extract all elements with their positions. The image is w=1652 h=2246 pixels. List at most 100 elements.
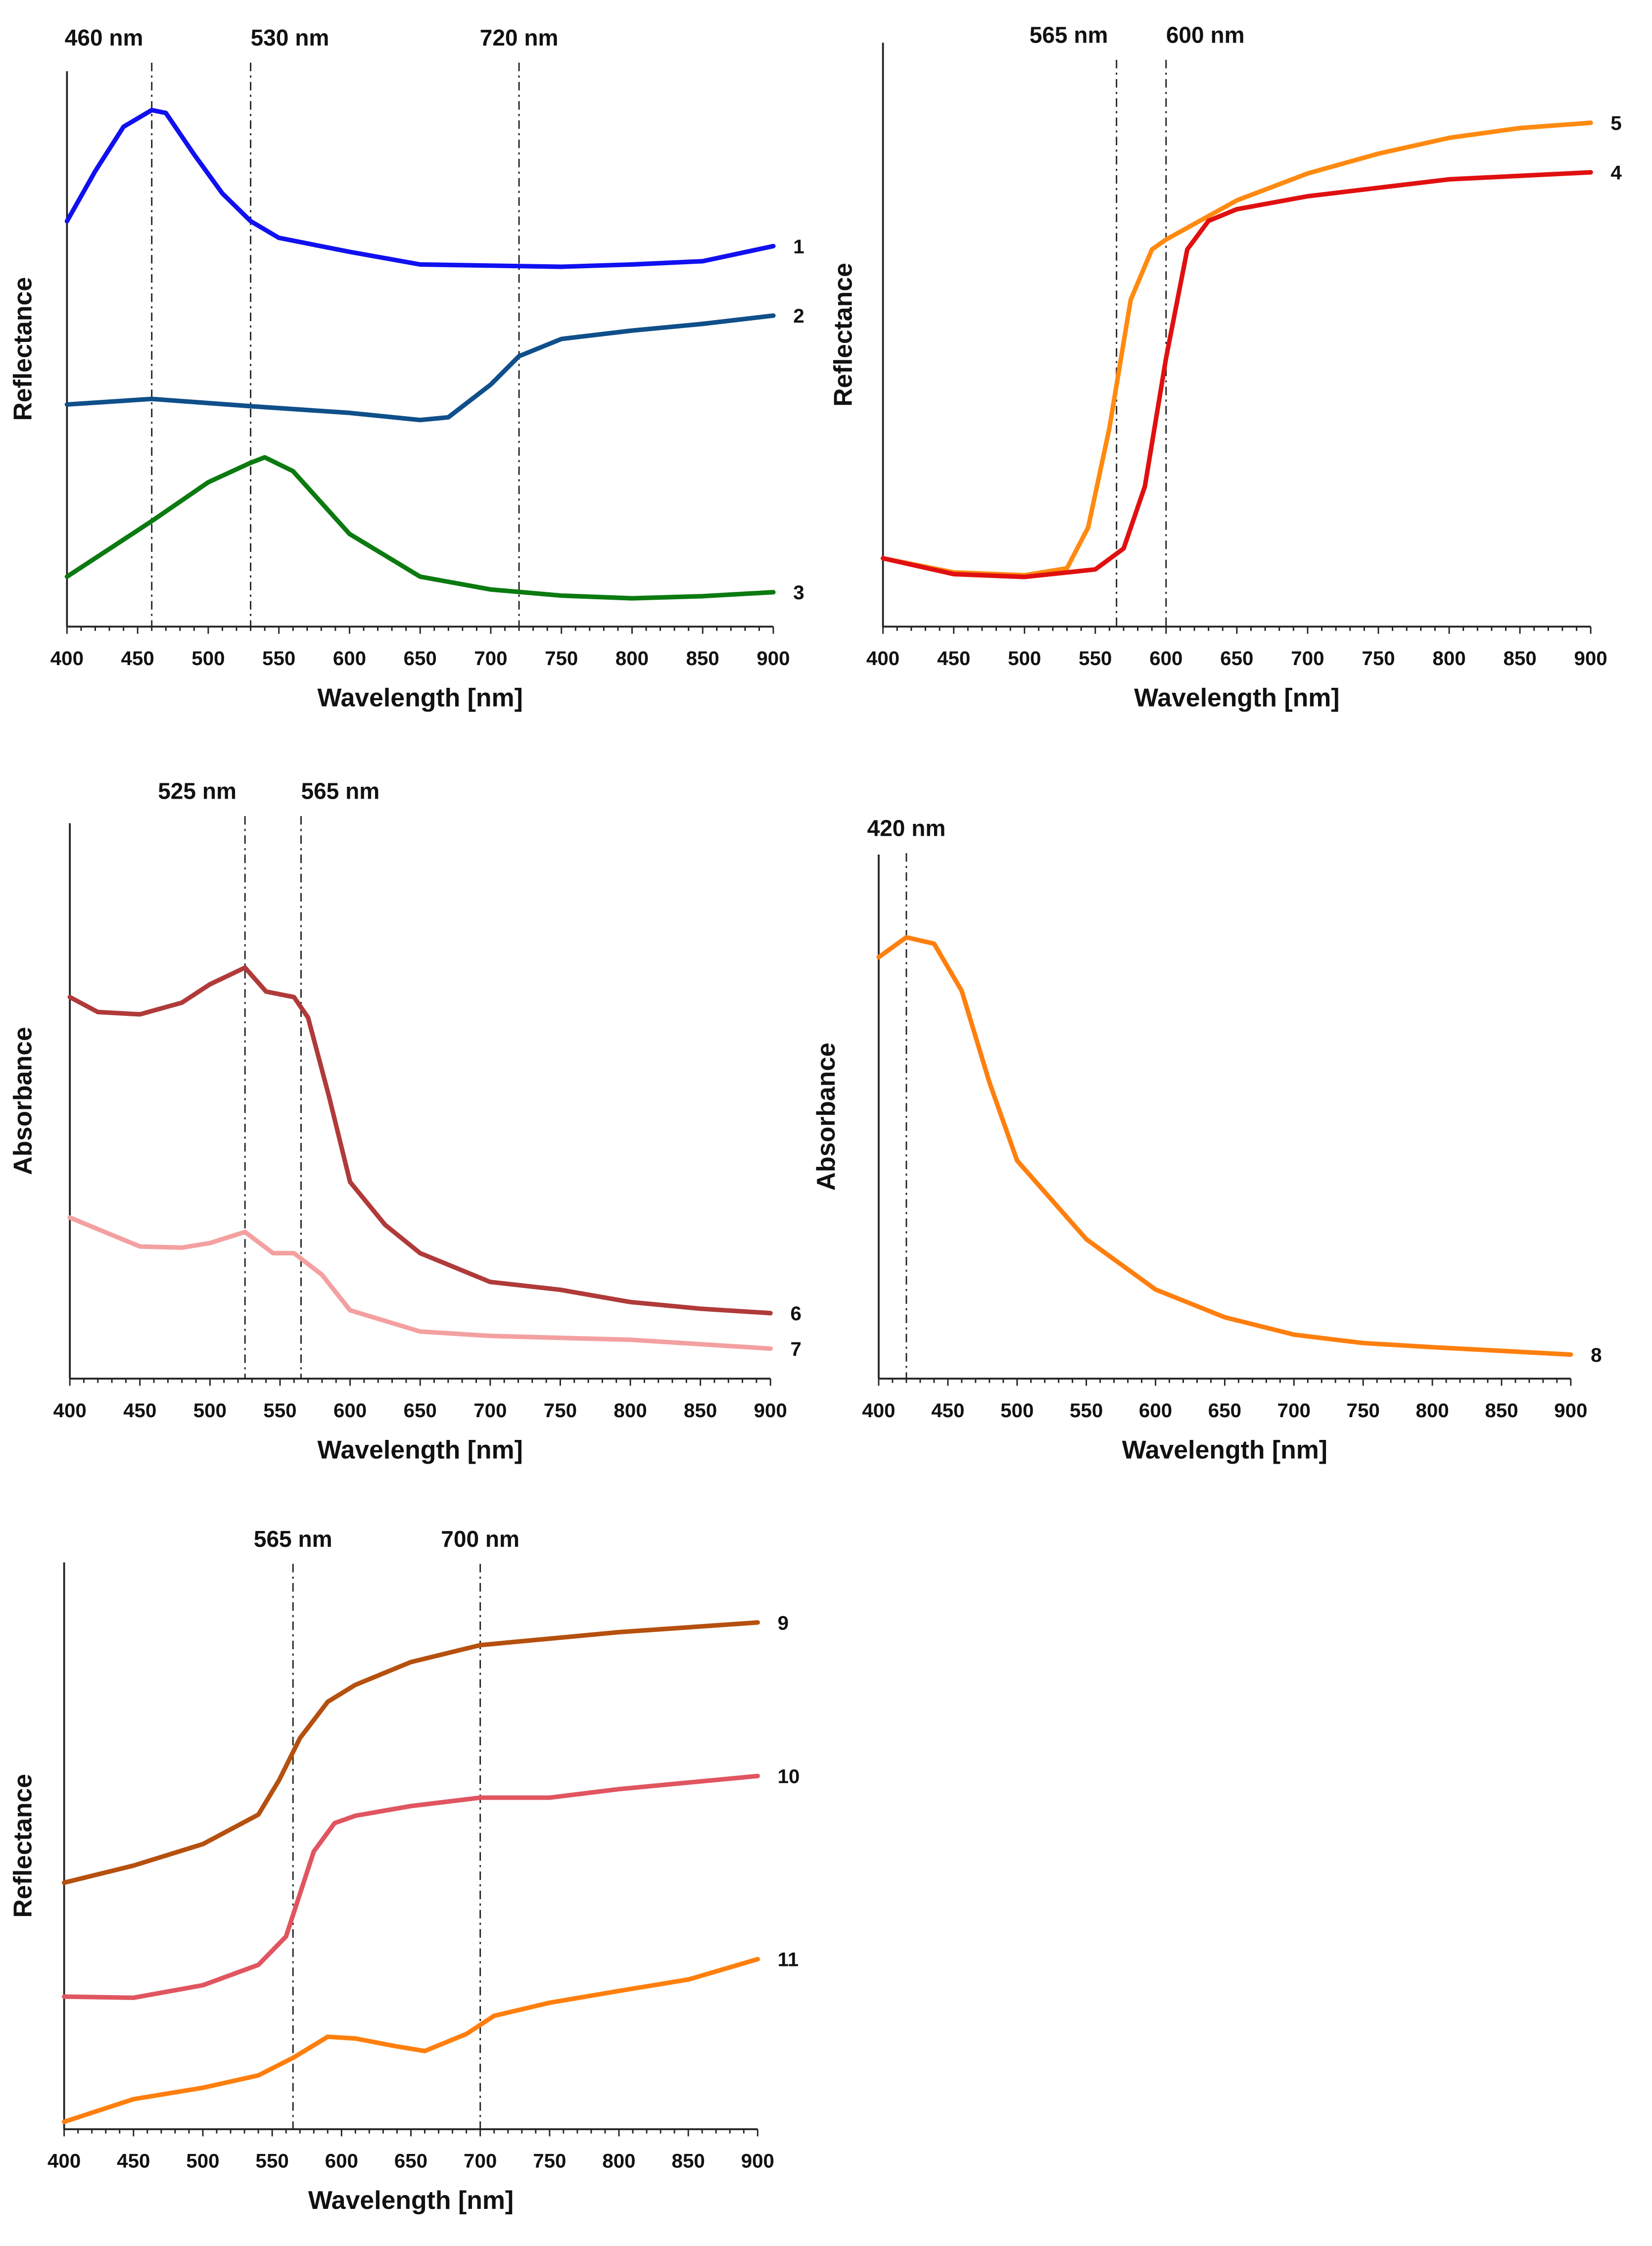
marker-label: 600 nm bbox=[1166, 22, 1245, 48]
series-label: 1 bbox=[793, 236, 804, 258]
x-tick-label: 550 bbox=[256, 2150, 289, 2172]
x-tick-label: 400 bbox=[47, 2150, 81, 2172]
marker-label: 565 nm bbox=[1030, 22, 1108, 48]
x-tick-label: 800 bbox=[1416, 1399, 1449, 1422]
x-tick-label: 750 bbox=[533, 2150, 566, 2172]
x-tick-label: 850 bbox=[672, 2150, 705, 2172]
x-tick-label: 650 bbox=[404, 1399, 437, 1422]
series-label: 8 bbox=[1591, 1344, 1602, 1366]
x-tick-label: 550 bbox=[262, 647, 295, 669]
x-axis-title: Wavelength [nm] bbox=[1134, 683, 1339, 712]
marker-label: 720 nm bbox=[480, 25, 559, 50]
x-axis-title: Wavelength [nm] bbox=[1122, 1435, 1327, 1464]
y-axis-title: Reflectance bbox=[8, 277, 37, 421]
x-tick-label: 650 bbox=[1220, 647, 1253, 669]
y-axis-title: Reflectance bbox=[8, 1774, 37, 1918]
x-tick-label: 400 bbox=[866, 647, 899, 669]
x-tick-label: 700 bbox=[1277, 1399, 1311, 1422]
series-line-7 bbox=[67, 1215, 773, 1351]
x-tick-label: 650 bbox=[1208, 1399, 1241, 1422]
chart-panel-4: 400 450 500 550 600 650 700 750 800 850 900 Wavelen… bbox=[811, 815, 1602, 1464]
x-tick-label: 850 bbox=[1503, 647, 1536, 669]
x-tick-label: 900 bbox=[756, 647, 790, 669]
x-tick-label: 400 bbox=[50, 647, 84, 669]
x-tick-label: 850 bbox=[684, 1399, 717, 1422]
x-tick-label: 850 bbox=[1485, 1399, 1518, 1422]
x-tick-label: 400 bbox=[862, 1399, 895, 1422]
x-tick-label: 600 bbox=[333, 1399, 367, 1422]
series-line-10 bbox=[62, 1773, 760, 2000]
x-tick-label: 900 bbox=[754, 1399, 787, 1422]
series-line-3 bbox=[64, 455, 776, 601]
x-tick-label: 500 bbox=[191, 647, 225, 669]
x-tick-label: 550 bbox=[1070, 1399, 1103, 1422]
x-tick-label: 750 bbox=[545, 647, 578, 669]
series-line-2 bbox=[64, 313, 776, 423]
chart-panel-2: 400 450 500 550 600 650 700 750 800 850 900 Wavelen… bbox=[828, 22, 1622, 712]
marker-label: 565 nm bbox=[301, 778, 379, 804]
series-label: 10 bbox=[778, 1766, 800, 1788]
x-tick-label: 550 bbox=[1079, 647, 1112, 669]
series-line-6 bbox=[67, 965, 773, 1316]
x-tick-label: 450 bbox=[123, 1399, 156, 1422]
series-label: 11 bbox=[778, 1949, 799, 1971]
series-line-1 bbox=[64, 107, 776, 269]
x-tick-label: 900 bbox=[1574, 647, 1607, 669]
marker-label: 460 nm bbox=[65, 25, 143, 50]
y-axis-title: Absorbance bbox=[8, 1027, 37, 1175]
x-tick-label: 800 bbox=[615, 647, 649, 669]
x-axis-title: Wavelength [nm] bbox=[308, 2186, 514, 2214]
x-tick-label: 750 bbox=[1347, 1399, 1380, 1422]
x-tick-label: 700 bbox=[464, 2150, 497, 2172]
x-tick-label: 450 bbox=[121, 647, 154, 669]
x-tick-label: 650 bbox=[394, 2150, 427, 2172]
marker-label: 420 nm bbox=[867, 815, 946, 841]
x-tick-label: 600 bbox=[325, 2150, 358, 2172]
series-line-4 bbox=[881, 170, 1593, 579]
x-tick-label: 900 bbox=[1554, 1399, 1587, 1422]
x-tick-label: 750 bbox=[544, 1399, 577, 1422]
x-tick-label: 450 bbox=[117, 2150, 150, 2172]
x-tick-label: 700 bbox=[474, 647, 507, 669]
series-line-5 bbox=[881, 120, 1593, 578]
x-tick-label: 600 bbox=[1139, 1399, 1172, 1422]
x-tick-label: 850 bbox=[686, 647, 719, 669]
marker-label: 700 nm bbox=[441, 1526, 519, 1552]
x-tick-label: 400 bbox=[53, 1399, 87, 1422]
series-label: 5 bbox=[1610, 112, 1621, 134]
x-tick-label: 450 bbox=[931, 1399, 964, 1422]
x-tick-label: 750 bbox=[1362, 647, 1395, 669]
series-label: 7 bbox=[791, 1338, 802, 1360]
x-tick-label: 900 bbox=[741, 2150, 774, 2172]
series-line-11 bbox=[62, 1957, 760, 2124]
marker-label: 530 nm bbox=[251, 25, 330, 50]
chart-panel-3: 400 450 500 550 600 650 700 750 800 850 900 Wavelen… bbox=[8, 778, 802, 1464]
x-tick-label: 800 bbox=[602, 2150, 635, 2172]
marker-label: 565 nm bbox=[254, 1526, 332, 1552]
x-tick-label: 700 bbox=[1291, 647, 1324, 669]
y-axis-title: Absorbance bbox=[811, 1043, 840, 1191]
y-axis-title: Reflectance bbox=[828, 263, 857, 407]
x-tick-label: 500 bbox=[1000, 1399, 1034, 1422]
marker-label: 525 nm bbox=[158, 778, 236, 804]
x-tick-label: 500 bbox=[186, 2150, 219, 2172]
x-tick-label: 600 bbox=[333, 647, 366, 669]
x-tick-label: 450 bbox=[937, 647, 970, 669]
series-label: 9 bbox=[778, 1612, 789, 1634]
series-label: 6 bbox=[791, 1302, 802, 1325]
x-axis-title: Wavelength [nm] bbox=[318, 1435, 523, 1464]
x-tick-label: 600 bbox=[1149, 647, 1182, 669]
series-label: 3 bbox=[793, 581, 804, 604]
x-tick-label: 800 bbox=[614, 1399, 647, 1422]
series-line-9 bbox=[62, 1620, 760, 1885]
x-tick-label: 800 bbox=[1432, 647, 1465, 669]
x-axis-title: Wavelength [nm] bbox=[318, 683, 523, 712]
x-tick-label: 500 bbox=[1008, 647, 1041, 669]
x-tick-label: 700 bbox=[473, 1399, 507, 1422]
chart-panel-5: 400 450 500 550 600 650 700 750 800 850 900 Wavelen… bbox=[8, 1526, 800, 2214]
x-tick-label: 650 bbox=[404, 647, 437, 669]
series-label: 4 bbox=[1610, 162, 1622, 184]
x-tick-label: 550 bbox=[263, 1399, 296, 1422]
series-label: 2 bbox=[793, 305, 804, 327]
